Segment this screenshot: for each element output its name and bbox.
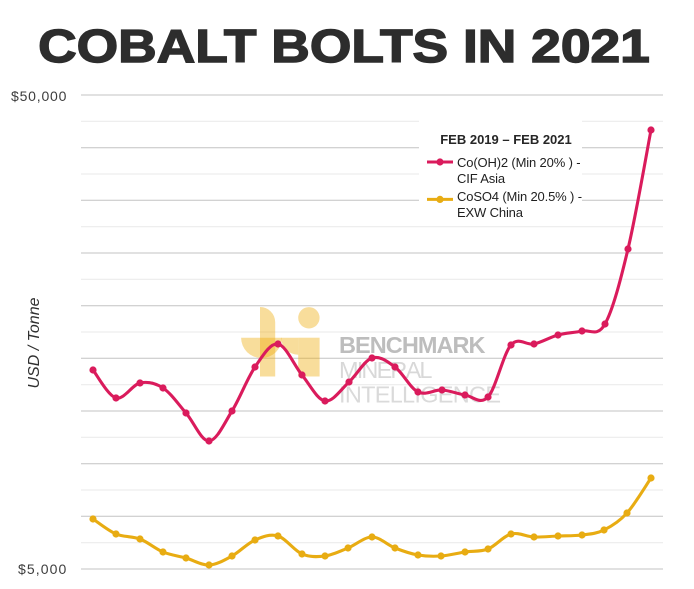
svg-text:BENCHMARK: BENCHMARK [339,332,486,358]
